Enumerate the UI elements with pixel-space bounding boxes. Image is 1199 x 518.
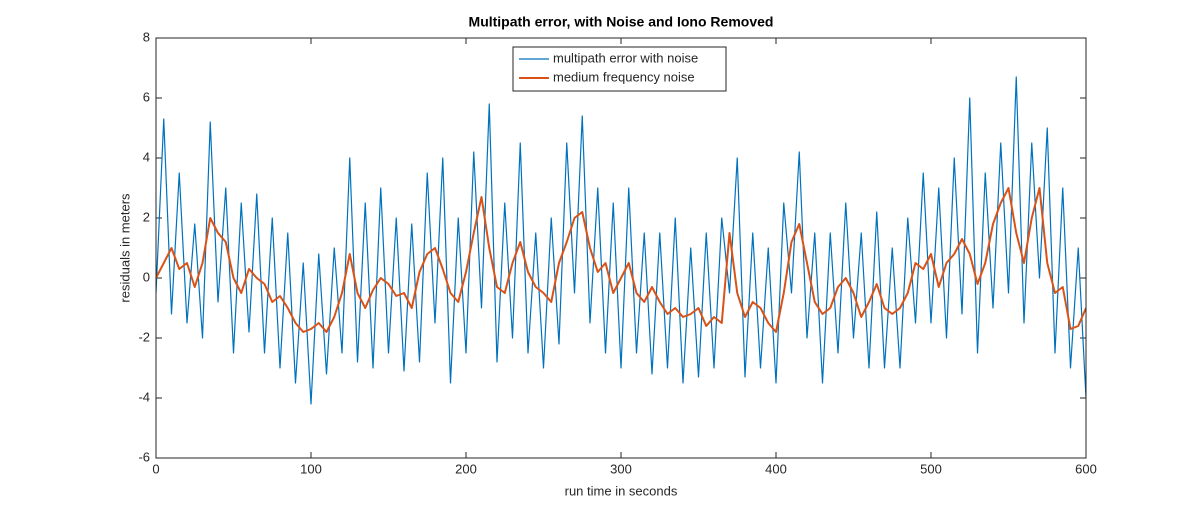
y-tick-label: 2 <box>143 209 150 224</box>
plot-frame <box>155 37 1087 459</box>
y-tick-label: -6 <box>138 449 150 464</box>
y-tick-label: 4 <box>143 149 150 164</box>
y-axis-label: residuals in meters <box>117 193 132 303</box>
series-line <box>156 76 1086 405</box>
y-tick-label: 6 <box>143 89 150 104</box>
x-axis-label: run time in seconds <box>565 483 678 498</box>
x-tick-label: 0 <box>152 461 159 476</box>
y-tick-label: 8 <box>143 29 150 44</box>
x-tick-label: 200 <box>455 461 477 476</box>
x-tick-label: 300 <box>610 461 632 476</box>
x-tick-label: 100 <box>300 461 322 476</box>
x-tick-label: 500 <box>920 461 942 476</box>
y-tick-label: -4 <box>138 389 150 404</box>
legend-box <box>512 46 727 92</box>
chart-title: Multipath error, with Noise and Iono Rem… <box>469 14 774 30</box>
y-tick-label: -2 <box>138 329 150 344</box>
y-tick-label: 0 <box>143 269 150 284</box>
x-tick-label: 600 <box>1075 461 1097 476</box>
legend-label: medium frequency noise <box>553 69 695 84</box>
legend-label: multipath error with noise <box>553 50 698 65</box>
series-line <box>156 187 1086 333</box>
x-tick-label: 400 <box>765 461 787 476</box>
